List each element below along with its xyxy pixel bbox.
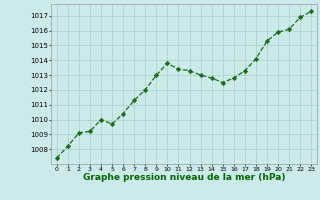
X-axis label: Graphe pression niveau de la mer (hPa): Graphe pression niveau de la mer (hPa) [83, 173, 285, 182]
